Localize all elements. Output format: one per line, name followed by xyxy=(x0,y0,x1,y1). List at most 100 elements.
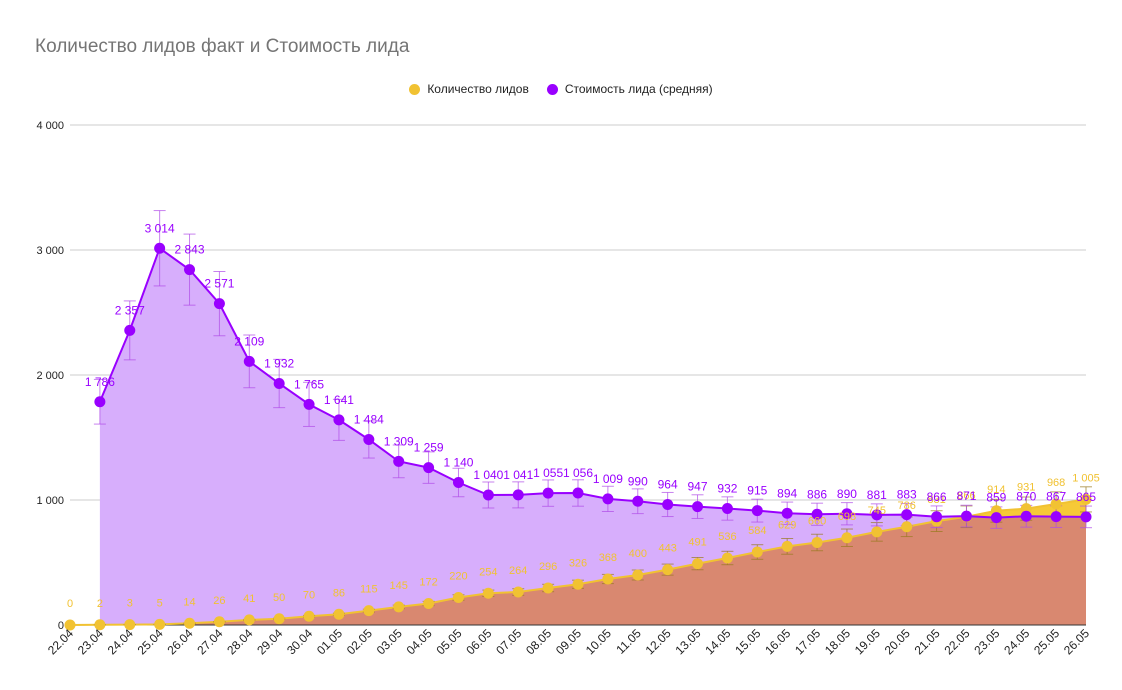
data-label-cost: 871 xyxy=(956,489,976,503)
data-label-cost: 932 xyxy=(717,482,737,496)
x-tick-label: 24.04 xyxy=(105,626,136,657)
data-label-leads: 400 xyxy=(629,548,647,560)
area-leads-overlap xyxy=(70,516,1086,625)
point-leads xyxy=(751,546,763,558)
x-tick-label: 26.05 xyxy=(1061,626,1092,657)
point-leads xyxy=(572,578,584,590)
data-label-leads: 26 xyxy=(213,595,225,607)
point-cost xyxy=(931,511,943,523)
chart-title: Количество лидов факт и Стоимость лида xyxy=(35,36,410,57)
legend-label-leads: Количество лидов xyxy=(427,82,529,96)
data-label-leads: 536 xyxy=(718,531,736,543)
x-tick-label: 28.04 xyxy=(224,626,255,657)
data-label-cost: 1 041 xyxy=(503,468,533,482)
point-leads xyxy=(602,573,614,585)
legend-item-leads[interactable]: Количество лидов xyxy=(409,80,529,98)
data-label-leads: 491 xyxy=(688,537,706,549)
point-cost xyxy=(482,489,494,501)
data-label-cost: 990 xyxy=(628,474,648,488)
point-leads xyxy=(363,605,375,617)
data-label-leads: 70 xyxy=(303,589,315,601)
data-label-cost: 2 571 xyxy=(204,277,234,291)
legend-label-cost: Стоимость лида (средняя) xyxy=(564,82,713,96)
point-leads xyxy=(781,540,793,552)
data-label-leads: 296 xyxy=(539,561,557,573)
point-leads xyxy=(64,619,76,631)
data-label-cost: 1 641 xyxy=(324,393,354,407)
point-cost xyxy=(154,242,166,254)
point-leads xyxy=(632,569,644,581)
data-label-leads: 220 xyxy=(449,571,467,583)
data-label-cost: 859 xyxy=(986,491,1006,505)
line-cost xyxy=(98,246,1087,519)
data-label-cost: 890 xyxy=(837,487,857,501)
point-leads xyxy=(841,532,853,544)
data-label-cost: 947 xyxy=(688,480,708,494)
x-tick-label: 07.05 xyxy=(493,626,524,657)
data-label-leads: 698 xyxy=(838,511,856,523)
data-label-cost: 1 040 xyxy=(473,468,503,482)
point-cost xyxy=(1020,510,1032,522)
data-label-cost: 2 843 xyxy=(175,243,205,257)
point-cost xyxy=(184,264,196,276)
data-label-cost: 3 014 xyxy=(145,221,175,235)
x-tick-label: 20.05 xyxy=(882,626,913,657)
x-tick-label: 23.04 xyxy=(75,626,106,657)
data-label-cost: 1 484 xyxy=(354,413,384,427)
data-label-leads: 1 005 xyxy=(1072,472,1100,484)
x-tick-label: 18.05 xyxy=(822,626,853,657)
y-tick-label: 2 000 xyxy=(36,370,64,382)
point-cost xyxy=(1080,511,1092,523)
data-label-leads: 368 xyxy=(599,552,617,564)
area-cost xyxy=(99,248,1087,625)
point-cost xyxy=(841,508,853,520)
point-cost xyxy=(423,462,435,474)
data-label-cost: 964 xyxy=(658,478,678,492)
x-tick-label: 23.05 xyxy=(971,626,1002,657)
x-tick-label: 30.04 xyxy=(284,626,315,657)
point-cost xyxy=(243,355,255,367)
point-leads xyxy=(692,558,704,570)
x-tick-label: 16.05 xyxy=(762,626,793,657)
point-cost xyxy=(632,495,644,507)
y-tick-label: 0 xyxy=(58,620,64,632)
y-tick-label: 1 000 xyxy=(36,495,64,507)
point-leads xyxy=(1080,493,1092,505)
point-leads xyxy=(154,618,166,630)
data-label-leads: 41 xyxy=(243,593,255,605)
point-cost xyxy=(1050,511,1062,523)
x-tick-label: 22.05 xyxy=(941,626,972,657)
x-tick-label: 14.05 xyxy=(702,626,733,657)
x-tick-label: 12.05 xyxy=(643,626,674,657)
point-cost xyxy=(602,493,614,505)
data-label-leads: 866 xyxy=(957,490,975,502)
data-label-leads: 3 xyxy=(127,598,133,610)
data-label-leads: 50 xyxy=(273,592,285,604)
x-tick-label: 06.05 xyxy=(463,626,494,657)
point-leads xyxy=(333,608,345,620)
point-cost xyxy=(871,509,883,521)
data-label-cost: 894 xyxy=(777,486,797,500)
point-cost xyxy=(811,508,823,520)
x-tick-label: 02.05 xyxy=(344,626,375,657)
x-tick-label: 21.05 xyxy=(912,626,943,657)
data-label-cost: 1 765 xyxy=(294,377,324,391)
data-label-cost: 2 109 xyxy=(234,334,264,348)
x-tick-label: 01.05 xyxy=(314,626,345,657)
data-label-leads: 745 xyxy=(868,505,886,517)
point-leads xyxy=(243,614,255,626)
x-tick-label: 11.05 xyxy=(613,626,644,657)
point-leads xyxy=(811,537,823,548)
data-label-leads: 5 xyxy=(157,597,163,609)
data-label-leads: 0 xyxy=(67,598,73,610)
data-label-cost: 881 xyxy=(867,488,887,502)
point-leads xyxy=(184,617,196,629)
point-cost xyxy=(273,378,285,389)
data-label-cost: 2 357 xyxy=(115,303,145,317)
legend-item-cost[interactable]: Стоимость лида (средняя) xyxy=(546,80,713,98)
point-cost xyxy=(960,510,972,522)
point-cost xyxy=(542,487,554,499)
data-label-cost: 886 xyxy=(807,487,827,501)
data-label-leads: 264 xyxy=(509,565,527,577)
